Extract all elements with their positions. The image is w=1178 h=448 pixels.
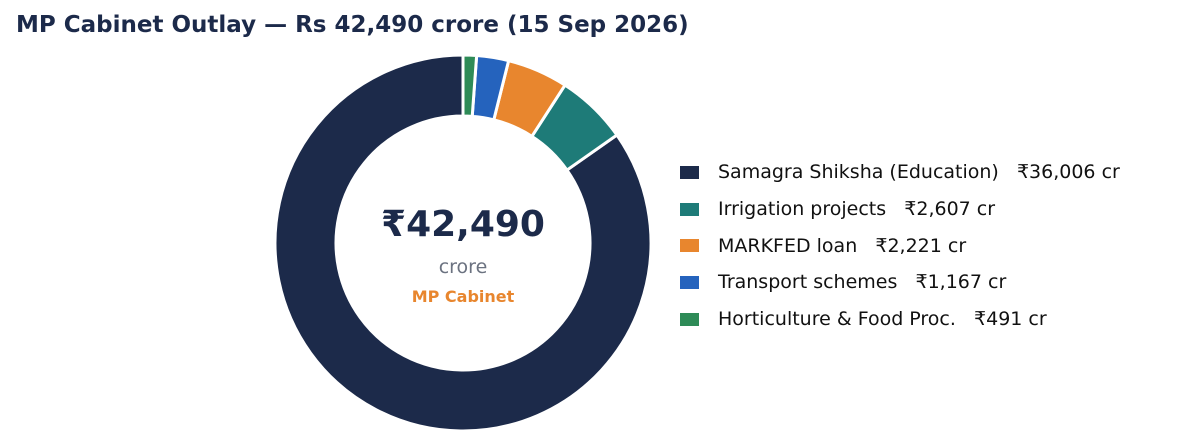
legend-swatch: [680, 275, 699, 289]
legend-swatch: [680, 239, 699, 253]
legend-item: Irrigation projects ₹2,607 cr: [680, 191, 1120, 228]
legend-swatch: [680, 202, 699, 216]
legend: Samagra Shiksha (Education) ₹36,006 cr Ir…: [680, 154, 1120, 337]
center-total-value: ₹42,490: [381, 204, 545, 245]
legend-label: MARKFED loan ₹2,221 cr: [718, 234, 967, 257]
legend-item: MARKFED loan ₹2,221 cr: [680, 227, 1120, 264]
legend-label: Irrigation projects ₹2,607 cr: [718, 198, 996, 221]
legend-label: Samagra Shiksha (Education) ₹36,006 cr: [718, 161, 1120, 184]
legend-item: Samagra Shiksha (Education) ₹36,006 cr: [680, 154, 1120, 191]
chart-title: MP Cabinet Outlay — Rs 42,490 crore (15 …: [16, 12, 689, 38]
legend-label: Horticulture & Food Proc. ₹491 cr: [718, 308, 1047, 331]
legend-swatch: [680, 312, 699, 326]
center-unit-label: crore: [439, 256, 488, 278]
legend-item: Transport schemes ₹1,167 cr: [680, 264, 1120, 301]
legend-label: Transport schemes ₹1,167 cr: [718, 271, 1007, 294]
legend-item: Horticulture & Food Proc. ₹491 cr: [680, 301, 1120, 338]
legend-swatch: [680, 165, 699, 179]
center-caption: MP Cabinet: [412, 287, 515, 306]
donut-slices: [273, 53, 653, 433]
donut-slice-4: [461, 53, 479, 118]
donut-slice-0: [273, 53, 653, 433]
